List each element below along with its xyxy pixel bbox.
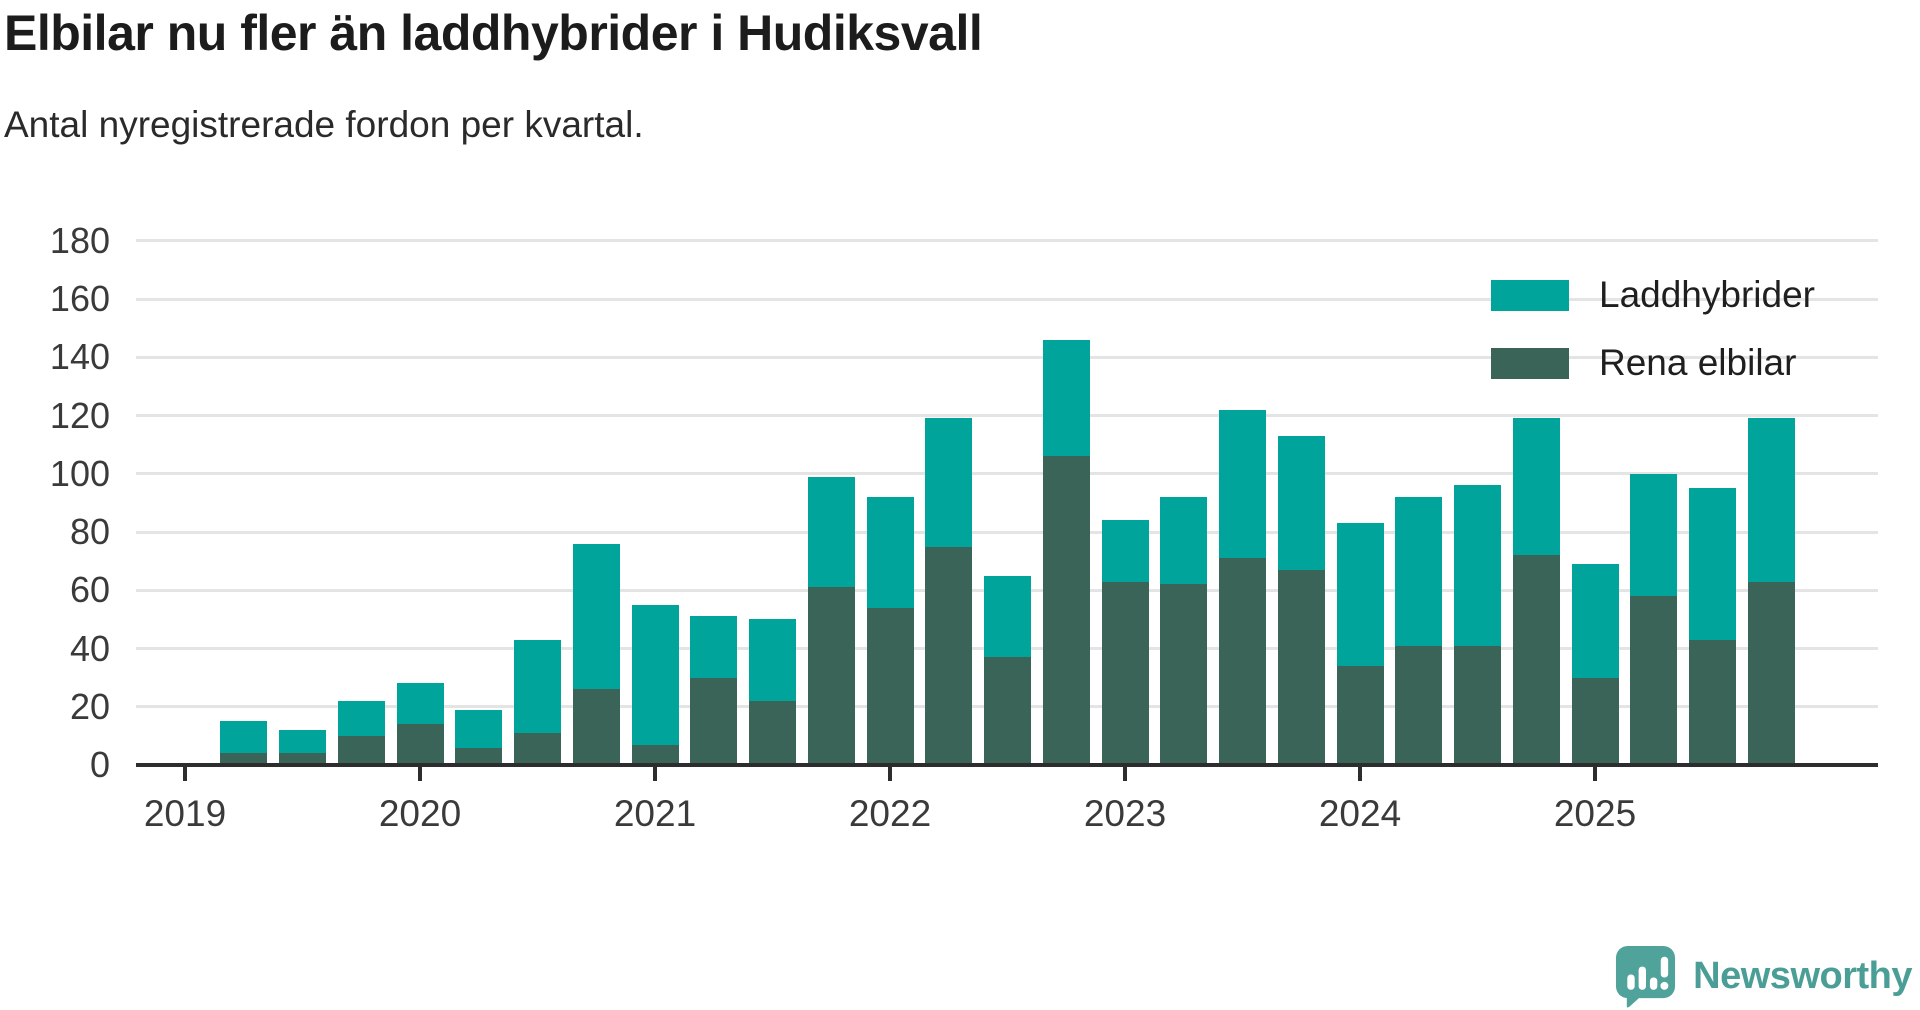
bar-segment-laddhybrider bbox=[1571, 564, 1619, 678]
y-axis-tick-label: 120 bbox=[49, 394, 110, 436]
y-axis-tick-label: 40 bbox=[69, 627, 110, 669]
bar-segment-laddhybrider bbox=[749, 619, 796, 701]
bar-segment-rena-elbilar bbox=[690, 677, 738, 765]
x-axis-year-label: 2022 bbox=[848, 793, 932, 834]
bar-segment-rena-elbilar bbox=[1042, 456, 1090, 765]
gridline-100 bbox=[136, 472, 1878, 476]
legend-swatch-laddhybrider bbox=[1491, 279, 1569, 311]
bar-segment-rena-elbilar bbox=[514, 732, 561, 765]
bar-segment-laddhybrider bbox=[690, 616, 738, 678]
x-axis-year-label: 2023 bbox=[1083, 793, 1167, 834]
bar-segment-rena-elbilar bbox=[1747, 581, 1795, 765]
bar-segment-laddhybrider bbox=[1277, 435, 1325, 570]
x-axis-year-label: 2021 bbox=[613, 793, 697, 834]
bar-segment-rena-elbilar bbox=[1219, 558, 1266, 765]
bar-segment-rena-elbilar bbox=[1277, 569, 1325, 765]
bar-segment-laddhybrider bbox=[1630, 473, 1678, 597]
bar-segment-rena-elbilar bbox=[749, 700, 796, 765]
bar-segment-laddhybrider bbox=[1336, 523, 1384, 666]
bar-segment-laddhybrider bbox=[866, 497, 914, 608]
bar-segment-rena-elbilar bbox=[1571, 677, 1619, 765]
x-axis-tick-2024 bbox=[1358, 767, 1362, 781]
newsworthy-branding: Newsworthy bbox=[1614, 944, 1912, 1008]
bar-segment-rena-elbilar bbox=[631, 744, 679, 765]
bar-segment-rena-elbilar bbox=[1160, 584, 1208, 765]
y-axis-tick-label: 80 bbox=[69, 511, 110, 552]
bar-segment-laddhybrider bbox=[984, 575, 1031, 658]
bar-segment-laddhybrider bbox=[1512, 418, 1560, 556]
bar-segment-rena-elbilar bbox=[1395, 645, 1443, 765]
bar-segment-rena-elbilar bbox=[1454, 645, 1501, 765]
bar-segment-laddhybrider bbox=[1101, 520, 1149, 582]
x-axis-year-label: 2024 bbox=[1318, 793, 1402, 834]
bar-segment-laddhybrider bbox=[1160, 497, 1208, 585]
bar-segment-rena-elbilar bbox=[866, 607, 914, 765]
bar-segment-rena-elbilar bbox=[1101, 581, 1149, 765]
x-axis-tick-2022 bbox=[888, 767, 892, 781]
bar-segment-laddhybrider bbox=[925, 418, 973, 547]
gridline-80 bbox=[136, 530, 1878, 534]
chart-subtitle: Antal nyregistrerade fordon per kvartal. bbox=[4, 104, 644, 145]
newsworthy-logo-icon bbox=[1616, 945, 1676, 1008]
bar-segment-rena-elbilar bbox=[572, 689, 620, 765]
y-axis-tick-label: 140 bbox=[49, 336, 110, 378]
y-axis-tick-label: 180 bbox=[49, 219, 110, 261]
bar-segment-laddhybrider bbox=[631, 604, 679, 745]
x-axis-line bbox=[136, 763, 1878, 767]
bar-segment-laddhybrider bbox=[1689, 488, 1736, 640]
x-axis-tick-2019 bbox=[183, 767, 187, 781]
bar-segment-laddhybrider bbox=[337, 700, 385, 736]
bar-segment-laddhybrider bbox=[279, 730, 326, 754]
bar-segment-rena-elbilar bbox=[807, 587, 855, 765]
bar-segment-rena-elbilar bbox=[925, 546, 973, 765]
bar-segment-rena-elbilar bbox=[984, 657, 1031, 765]
chart-title: Elbilar nu fler än laddhybrider i Hudiks… bbox=[4, 5, 983, 61]
y-axis-tick-label: 60 bbox=[69, 569, 110, 611]
bar-segment-rena-elbilar bbox=[1630, 596, 1678, 765]
x-axis-year-label: 2020 bbox=[378, 793, 462, 834]
y-axis-tick-label: 100 bbox=[49, 452, 110, 494]
bar-segment-laddhybrider bbox=[1219, 409, 1266, 559]
bar-segment-rena-elbilar bbox=[220, 753, 268, 765]
gridline-140 bbox=[136, 355, 1878, 359]
bar-segment-rena-elbilar bbox=[396, 724, 444, 765]
bar-segment-rena-elbilar bbox=[279, 753, 326, 765]
bar-segment-rena-elbilar bbox=[1689, 639, 1736, 765]
bar-segment-rena-elbilar bbox=[455, 747, 503, 765]
legend: Laddhybrider Rena elbilar bbox=[1491, 274, 1815, 410]
x-axis-tick-2020 bbox=[418, 767, 422, 781]
x-axis-tick-2025 bbox=[1593, 767, 1597, 781]
gridline-120 bbox=[136, 414, 1878, 417]
bar-segment-laddhybrider bbox=[1395, 497, 1443, 646]
gridline-180 bbox=[136, 239, 1878, 243]
bar-segment-laddhybrider bbox=[514, 639, 561, 733]
legend-item-rena-elbilar: Rena elbilar bbox=[1491, 342, 1815, 384]
bar-segment-laddhybrider bbox=[1747, 418, 1795, 582]
legend-label-laddhybrider: Laddhybrider bbox=[1599, 274, 1815, 315]
legend-swatch-rena-elbilar bbox=[1491, 347, 1569, 379]
x-axis-year-label: 2019 bbox=[143, 793, 227, 834]
bar-segment-rena-elbilar bbox=[337, 735, 385, 765]
bar-segment-laddhybrider bbox=[572, 543, 620, 690]
x-axis-year-label: 2025 bbox=[1553, 793, 1637, 834]
bar-segment-laddhybrider bbox=[220, 721, 268, 754]
bar-segment-laddhybrider bbox=[396, 683, 444, 725]
bar-segment-rena-elbilar bbox=[1512, 555, 1560, 765]
legend-item-laddhybrider: Laddhybrider bbox=[1491, 274, 1815, 316]
x-axis-tick-2021 bbox=[653, 767, 657, 781]
y-axis-tick-label: 160 bbox=[49, 278, 110, 319]
bar-segment-laddhybrider bbox=[455, 709, 503, 748]
y-axis-tick-label: 20 bbox=[69, 685, 110, 727]
x-axis-tick-2023 bbox=[1123, 767, 1127, 781]
bar-segment-rena-elbilar bbox=[1336, 665, 1384, 765]
bar-segment-laddhybrider bbox=[1454, 485, 1501, 646]
brand-name: Newsworthy bbox=[1693, 954, 1912, 997]
bar-segment-laddhybrider bbox=[807, 476, 855, 588]
y-axis-tick-label: 0 bbox=[89, 744, 110, 785]
bar-segment-laddhybrider bbox=[1042, 339, 1090, 457]
legend-label-rena-elbilar: Rena elbilar bbox=[1599, 342, 1797, 383]
gridline-160 bbox=[136, 297, 1878, 301]
